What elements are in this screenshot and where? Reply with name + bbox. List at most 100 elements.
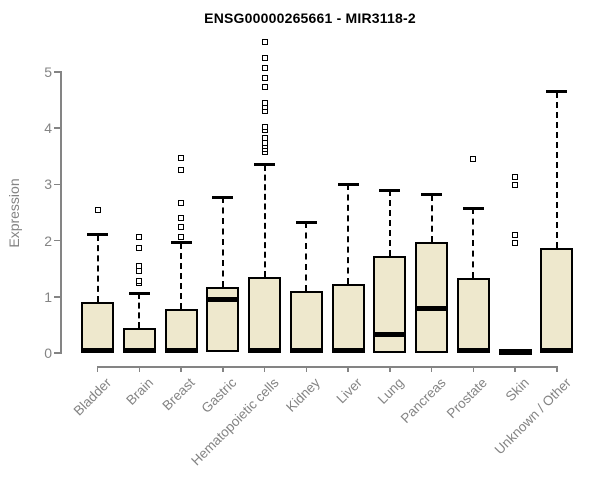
outlier-point — [136, 244, 143, 251]
y-tick-label: 5 — [44, 64, 52, 80]
whisker-cap — [170, 241, 192, 245]
x-tick-mark — [556, 366, 558, 372]
whisker-line — [221, 197, 224, 287]
whisker-cap — [212, 195, 234, 199]
box-rect — [373, 256, 407, 353]
x-category-label: Gastric — [198, 375, 240, 416]
y-tick-mark — [54, 352, 60, 354]
whisker-line — [347, 184, 350, 285]
y-tick-label: 2 — [44, 232, 52, 249]
outlier-point — [178, 215, 185, 222]
outlier-point — [136, 278, 143, 285]
x-category-label: Liver — [333, 375, 365, 407]
x-category-label: Breast — [159, 375, 198, 414]
box-rect — [540, 247, 574, 353]
median-bar — [206, 297, 240, 303]
x-tick-mark — [347, 366, 349, 372]
y-tick-label: 1 — [44, 288, 52, 305]
x-category-label: Brain — [123, 375, 157, 408]
x-category-label: Pancreas — [397, 375, 449, 426]
outlier-point — [261, 65, 268, 72]
box-rect — [289, 291, 323, 353]
chart-title: ENSG00000265661 - MIR3118-2 — [204, 10, 416, 26]
outlier-point — [261, 39, 268, 46]
whisker-cap — [546, 90, 568, 94]
y-tick-mark — [54, 296, 60, 298]
median-bar — [81, 348, 115, 354]
outlier-point — [94, 207, 101, 214]
median-bar — [248, 348, 282, 354]
x-tick-mark — [472, 366, 475, 372]
outlier-point — [512, 231, 519, 238]
box-rect — [456, 278, 490, 353]
x-tick-mark — [514, 366, 516, 372]
whisker-cap — [254, 163, 276, 167]
whisker-cap — [128, 291, 150, 295]
x-category-label: Bladder — [70, 375, 115, 419]
x-tick-mark — [180, 366, 182, 372]
y-tick-mark — [54, 127, 60, 129]
median-bar — [415, 305, 449, 311]
whisker-cap — [379, 188, 401, 192]
median-bar — [498, 349, 532, 355]
outlier-point — [261, 124, 268, 131]
y-tick-label: 0 — [44, 345, 52, 361]
whisker-line — [305, 222, 308, 292]
median-bar — [122, 348, 156, 354]
box-rect — [248, 277, 282, 353]
box-rect — [164, 308, 198, 353]
x-tick-mark — [430, 366, 433, 372]
x-tick-mark — [138, 366, 141, 372]
x-axis-line — [96, 366, 558, 368]
x-category-label: Skin — [502, 375, 532, 405]
whisker-line — [138, 293, 141, 329]
x-category-label: Kidney — [283, 375, 324, 415]
whisker-line — [96, 234, 99, 303]
x-category-label: Lung — [374, 375, 407, 407]
outlier-point — [136, 234, 143, 241]
x-tick-mark — [389, 366, 391, 372]
x-tick-mark — [305, 366, 308, 372]
x-tick-mark — [263, 366, 266, 372]
whisker-line — [472, 208, 475, 279]
y-tick-label: 4 — [44, 120, 52, 137]
whisker-cap — [295, 220, 317, 224]
x-tick-mark — [222, 366, 224, 372]
outlier-point — [178, 234, 185, 241]
outlier-point — [261, 135, 268, 142]
outlier-point — [136, 262, 143, 269]
median-bar — [331, 348, 365, 354]
y-tick-mark — [54, 239, 60, 242]
x-category-label: Unknown / Other — [491, 375, 574, 458]
outlier-point — [470, 156, 477, 163]
x-category-label: Prostate — [443, 375, 491, 422]
whisker-line — [555, 91, 558, 248]
outlier-point — [261, 54, 268, 61]
outlier-point — [512, 181, 519, 188]
median-bar — [540, 348, 574, 354]
outlier-point — [261, 75, 268, 82]
outlier-point — [178, 223, 185, 230]
whisker-line — [388, 190, 391, 257]
whisker-line — [180, 242, 183, 309]
outlier-point — [178, 154, 185, 161]
whisker-cap — [87, 233, 109, 237]
x-tick-mark — [96, 366, 99, 372]
whisker-cap — [337, 182, 359, 186]
y-tick-mark — [54, 71, 60, 73]
whisker-line — [430, 194, 433, 243]
outlier-point — [178, 166, 185, 173]
box-rect — [331, 284, 365, 353]
outlier-point — [261, 84, 268, 91]
median-bar — [373, 331, 407, 337]
median-bar — [289, 348, 323, 354]
median-bar — [164, 348, 198, 354]
whisker-line — [263, 164, 266, 278]
box-rect — [81, 302, 115, 353]
outlier-point — [512, 174, 519, 181]
median-bar — [456, 348, 490, 354]
y-tick-mark — [54, 183, 60, 186]
whisker-cap — [421, 193, 443, 197]
whisker-cap — [462, 206, 484, 210]
